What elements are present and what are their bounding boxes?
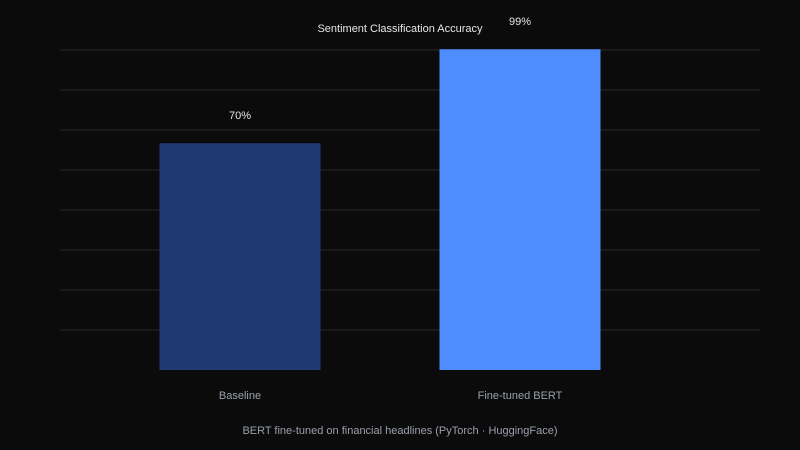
category-label: Baseline bbox=[219, 390, 261, 402]
value-label: 70% bbox=[229, 110, 251, 122]
bar-baseline bbox=[159, 143, 321, 370]
chart-title: Sentiment Classification Accuracy bbox=[317, 23, 483, 35]
chart-caption: BERT fine-tuned on financial headlines (… bbox=[242, 425, 557, 437]
value-label: 99% bbox=[509, 16, 531, 28]
labels: 70% Baseline 99% Fine-tuned BERT bbox=[219, 16, 563, 402]
bars bbox=[159, 49, 601, 371]
bar-fine-tuned-bert bbox=[439, 49, 601, 371]
category-label: Fine-tuned BERT bbox=[478, 390, 563, 402]
